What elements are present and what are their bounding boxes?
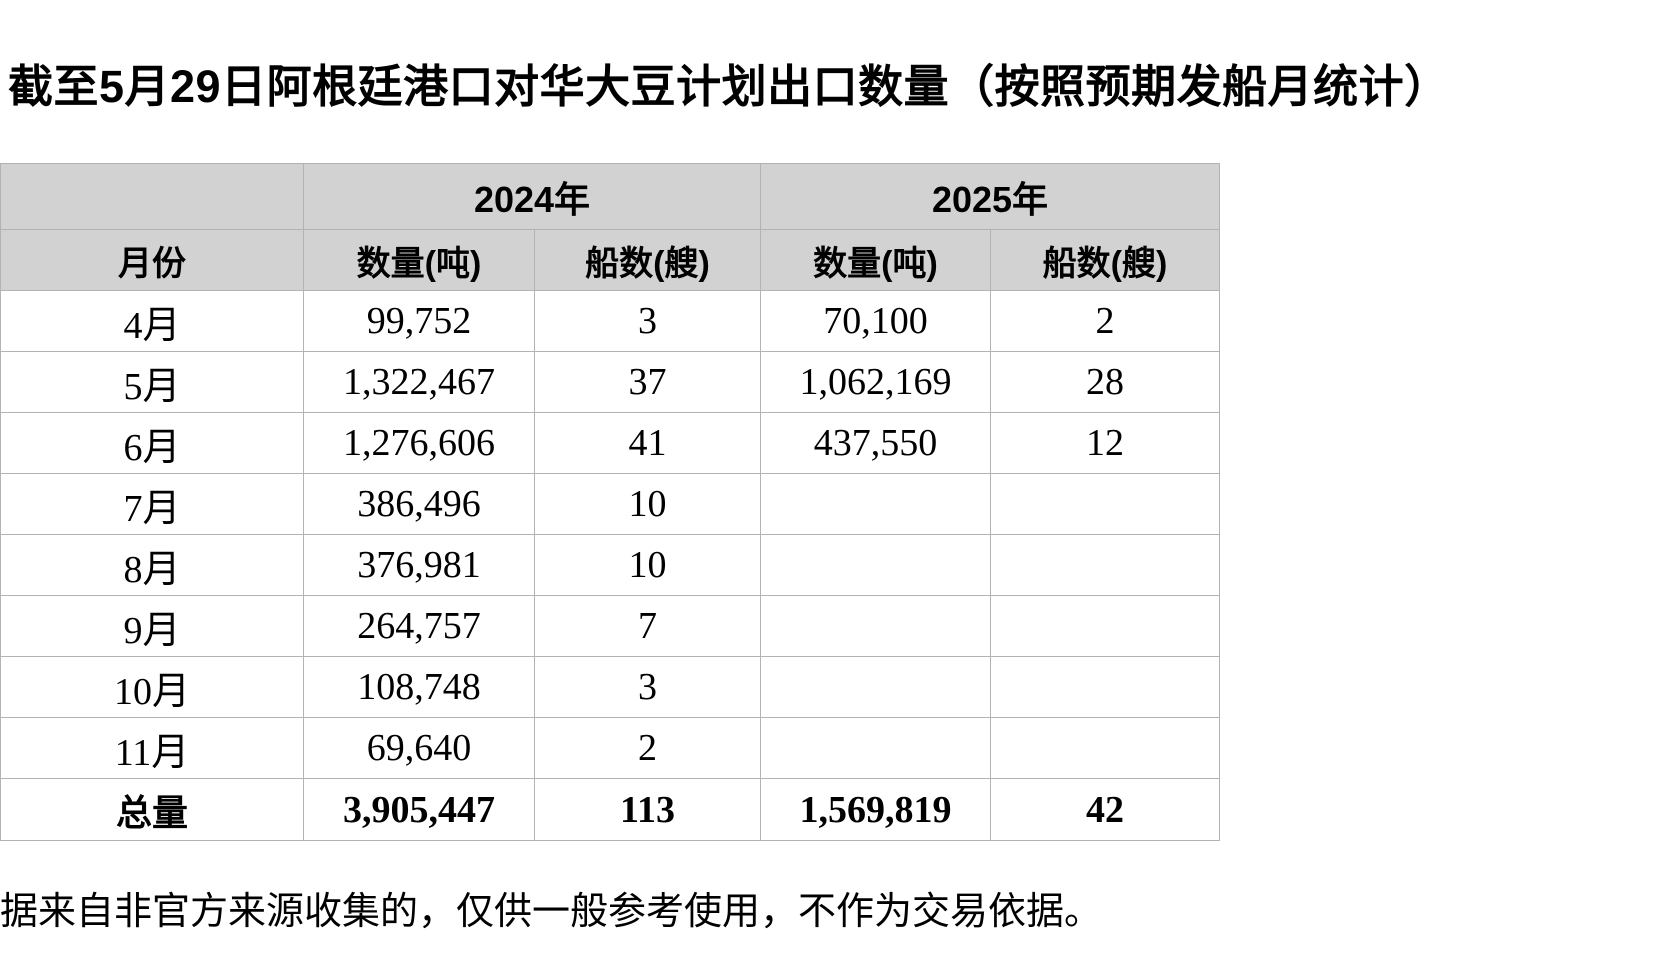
table-row: 5月 1,322,467 37 1,062,169 28 xyxy=(0,351,1220,413)
column-header-ships-2024: 船数(艘) xyxy=(534,229,761,291)
table-column-header-row: 月份 数量(吨) 船数(艘) 数量(吨) 船数(艘) xyxy=(0,229,1220,291)
column-header-qty-2024: 数量(吨) xyxy=(303,229,535,291)
qty-2024-cell: 108,748 xyxy=(303,656,535,718)
month-cell: 8月 xyxy=(0,534,304,596)
qty-2025-cell xyxy=(760,717,991,779)
table-row: 10月 108,748 3 xyxy=(0,656,1220,718)
ships-2025-cell xyxy=(990,656,1220,718)
ships-2024-cell: 37 xyxy=(534,351,761,413)
table-row: 11月 69,640 2 xyxy=(0,717,1220,779)
qty-2024-cell: 1,276,606 xyxy=(303,412,535,474)
qty-2024-cell: 99,752 xyxy=(303,290,535,352)
export-table: 2024年 2025年 月份 数量(吨) 船数(艘) 数量(吨) 船数(艘) 4… xyxy=(0,163,1220,841)
qty-2024-cell: 69,640 xyxy=(303,717,535,779)
month-cell: 11月 xyxy=(0,717,304,779)
corner-cell xyxy=(0,163,304,230)
column-header-month: 月份 xyxy=(0,229,304,291)
ships-2024-cell: 7 xyxy=(534,595,761,657)
total-ships-2024-cell: 113 xyxy=(534,778,761,841)
ships-2024-cell: 2 xyxy=(534,717,761,779)
ships-2025-cell xyxy=(990,717,1220,779)
month-cell: 10月 xyxy=(0,656,304,718)
year-header-2024: 2024年 xyxy=(303,163,761,230)
year-header-2025: 2025年 xyxy=(760,163,1220,230)
total-qty-2024-cell: 3,905,447 xyxy=(303,778,535,841)
footnote-disclaimer: 据来自非官方来源收集的，仅供一般参考使用，不作为交易依据。 xyxy=(0,891,1103,933)
table-row: 4月 99,752 3 70,100 2 xyxy=(0,290,1220,352)
total-qty-2025-cell: 1,569,819 xyxy=(760,778,991,841)
ships-2024-cell: 41 xyxy=(534,412,761,474)
table-row: 9月 264,757 7 xyxy=(0,595,1220,657)
table-row: 7月 386,496 10 xyxy=(0,473,1220,535)
column-header-qty-2025: 数量(吨) xyxy=(760,229,991,291)
table-row: 6月 1,276,606 41 437,550 12 xyxy=(0,412,1220,474)
ships-2025-cell: 28 xyxy=(990,351,1220,413)
ships-2024-cell: 3 xyxy=(534,656,761,718)
ships-2025-cell xyxy=(990,595,1220,657)
total-ships-2025-cell: 42 xyxy=(990,778,1220,841)
qty-2024-cell: 376,981 xyxy=(303,534,535,596)
month-cell: 5月 xyxy=(0,351,304,413)
column-header-ships-2025: 船数(艘) xyxy=(990,229,1220,291)
qty-2024-cell: 1,322,467 xyxy=(303,351,535,413)
ships-2025-cell xyxy=(990,534,1220,596)
ships-2024-cell: 10 xyxy=(534,534,761,596)
table-year-header-row: 2024年 2025年 xyxy=(0,163,1220,230)
month-cell: 4月 xyxy=(0,290,304,352)
qty-2025-cell xyxy=(760,473,991,535)
ships-2025-cell xyxy=(990,473,1220,535)
ships-2024-cell: 3 xyxy=(534,290,761,352)
ships-2025-cell: 12 xyxy=(990,412,1220,474)
qty-2025-cell: 437,550 xyxy=(760,412,991,474)
total-label-cell: 总量 xyxy=(0,778,304,841)
page-title: 截至5月29日阿根廷港口对华大豆计划出口数量（按照预期发船月统计） xyxy=(8,61,1450,112)
ships-2024-cell: 10 xyxy=(534,473,761,535)
month-cell: 7月 xyxy=(0,473,304,535)
ships-2025-cell: 2 xyxy=(990,290,1220,352)
qty-2025-cell xyxy=(760,534,991,596)
month-cell: 6月 xyxy=(0,412,304,474)
table-row: 8月 376,981 10 xyxy=(0,534,1220,596)
qty-2024-cell: 264,757 xyxy=(303,595,535,657)
qty-2025-cell xyxy=(760,595,991,657)
qty-2024-cell: 386,496 xyxy=(303,473,535,535)
qty-2025-cell: 70,100 xyxy=(760,290,991,352)
qty-2025-cell: 1,062,169 xyxy=(760,351,991,413)
qty-2025-cell xyxy=(760,656,991,718)
table-total-row: 总量 3,905,447 113 1,569,819 42 xyxy=(0,778,1220,841)
month-cell: 9月 xyxy=(0,595,304,657)
